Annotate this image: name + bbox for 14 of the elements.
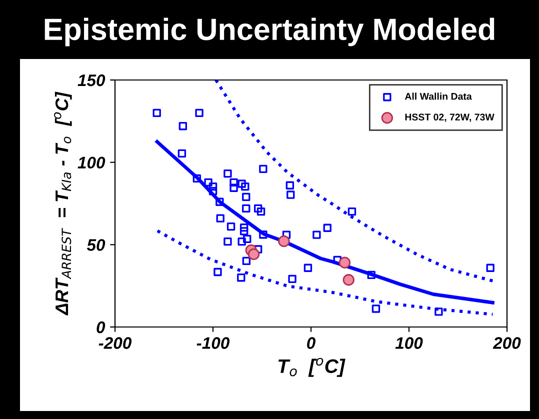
y-tick-label: 50 [86,239,106,251]
legend-label: HSST 02, 72W, 73W [405,114,494,122]
text: ΔRT$_{ARREST}$ = T$_{KIa}$ - T$_{o}$ [$^{o}$C] [54,92,72,316]
x-tick-label: 200 [492,337,521,349]
x-tick-label: 0 [307,337,316,349]
legend-label: All Wallin Data [404,92,472,100]
x-tick-label: 100 [395,337,423,349]
x-axis-title: T$_{o}$ [$^{o}$C] [278,358,346,377]
x-tick-label: -100 [196,337,230,349]
y-tick-label: 150 [78,74,106,86]
x-tick-label: -200 [98,337,132,349]
y-tick-label: 0 [96,321,106,334]
chart-title: Epistemic Uncertainty Modeled [44,18,494,46]
y-tick-label: 100 [78,156,106,169]
